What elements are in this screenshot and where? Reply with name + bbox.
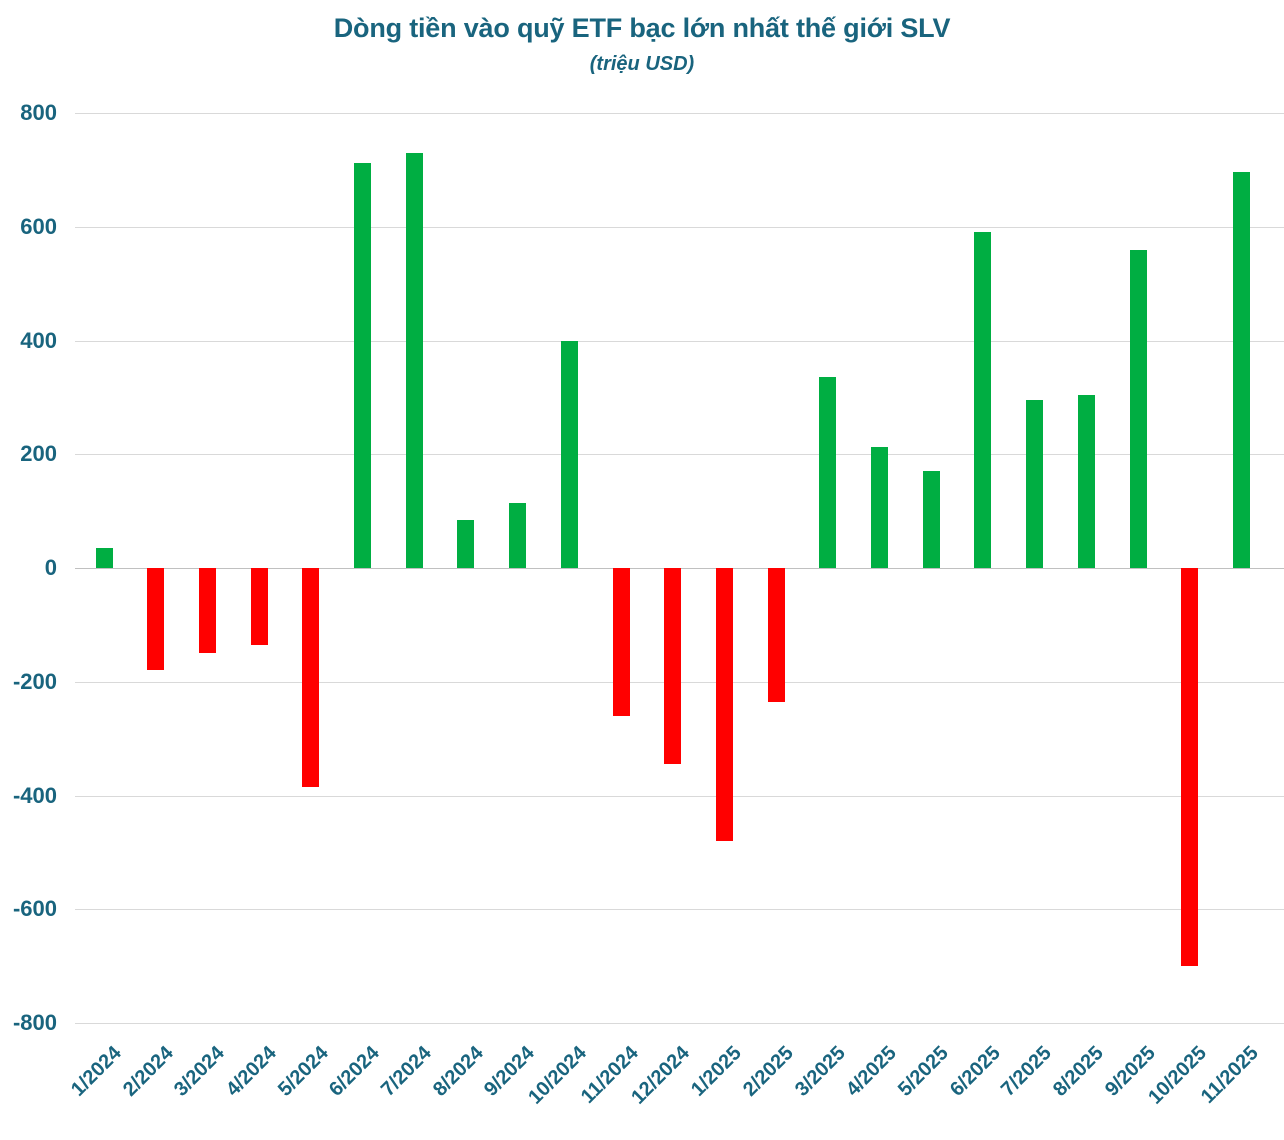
y-axis-label: 200	[20, 441, 57, 467]
bar-8-2025	[1077, 394, 1095, 568]
x-axis-label: 5/2024	[273, 1042, 333, 1101]
y-axis-label: -400	[12, 782, 57, 808]
bar-6-2024	[354, 163, 371, 568]
y-axis-label: 800	[20, 100, 57, 125]
x-axis-label: 5/2025	[893, 1042, 953, 1101]
gridline	[75, 113, 1284, 114]
bar-2-2025	[767, 568, 785, 702]
x-axis-label: 8/2024	[428, 1042, 488, 1101]
x-axis-label: 2/2024	[118, 1042, 178, 1101]
y-axis-label: -200	[12, 668, 57, 694]
y-axis-label: -600	[12, 896, 57, 922]
bar-12-2024	[664, 568, 682, 765]
bar-5-2024	[302, 568, 320, 787]
gridline	[75, 909, 1284, 911]
bar-11-2025	[1232, 171, 1250, 568]
bar-4-2025	[871, 447, 888, 568]
bar-1-2025	[715, 568, 733, 841]
x-axis-label: 3/2024	[170, 1042, 229, 1101]
bar-9-2025	[1129, 249, 1147, 568]
y-axis-label: 400	[20, 327, 57, 353]
x-axis-label: 2/2025	[738, 1042, 798, 1101]
bar-7-2025	[1026, 400, 1044, 568]
gridline	[75, 1023, 1284, 1024]
chart-subtitle: (triệu USD)	[589, 53, 695, 75]
x-axis-label: 1/2025	[687, 1042, 746, 1101]
y-axis-label: 600	[20, 213, 57, 239]
gridline	[75, 454, 1284, 456]
x-axis-label: 1/2024	[66, 1042, 126, 1101]
x-axis-label: 11/2025	[1197, 1042, 1263, 1108]
y-axis-label: -800	[12, 1010, 57, 1035]
x-axis-label: 4/2024	[221, 1042, 281, 1101]
bar-3-2025	[819, 377, 837, 568]
bar-2-2024	[147, 568, 165, 671]
chart-title: Dòng tiền vào quỹ ETF bạc lớn nhất thế g…	[333, 13, 951, 43]
y-axis-label: 0	[44, 555, 57, 580]
bar-10-2025	[1181, 568, 1199, 967]
x-axis-label: 6/2025	[945, 1042, 1005, 1101]
bar-1-2024	[95, 548, 113, 568]
x-axis-label: 8/2025	[1049, 1042, 1108, 1101]
bar-8-2024	[457, 519, 475, 568]
x-axis-label: 6/2024	[325, 1042, 385, 1101]
x-axis-label: 4/2025	[842, 1042, 902, 1101]
bar-7-2024	[405, 152, 423, 568]
bar-5-2025	[922, 471, 940, 568]
bar-3-2024	[198, 568, 216, 654]
x-axis-label: 10/2024	[524, 1042, 591, 1109]
gridline	[75, 340, 1284, 342]
bar-10-2024	[560, 340, 578, 568]
bar-4-2024	[250, 568, 268, 645]
bar-11-2024	[612, 568, 630, 716]
x-axis-label: 7/2025	[997, 1042, 1057, 1101]
x-axis-label: 7/2024	[376, 1042, 436, 1101]
bar-6-2025	[974, 232, 992, 568]
bar-9-2024	[509, 502, 527, 568]
x-axis-label: 3/2025	[790, 1042, 850, 1101]
gridline	[75, 795, 1284, 797]
gridline	[75, 226, 1284, 228]
